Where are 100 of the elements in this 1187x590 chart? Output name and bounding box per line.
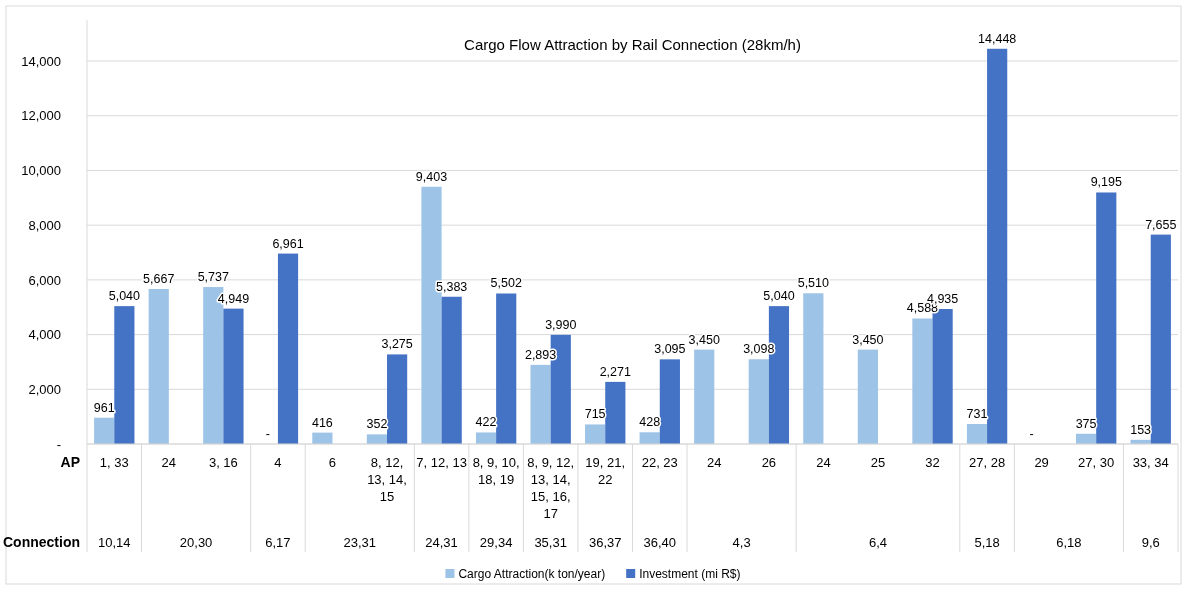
y-tick-label: 2,000 [28, 381, 61, 397]
bar [223, 308, 244, 444]
x-tick-label: 4 [274, 455, 282, 470]
bar [605, 381, 626, 444]
x-tick-label: 7, 12, 13 [416, 455, 467, 470]
bar [1096, 192, 1117, 444]
bar [912, 318, 933, 444]
text: 24,31 [425, 535, 458, 550]
bar [966, 424, 988, 444]
data-label: 5,737 [197, 270, 229, 285]
bar [639, 432, 660, 444]
x-tick-label: 19, 21, 22 [585, 455, 626, 487]
text: 29,34 [479, 535, 513, 550]
bar [441, 296, 462, 444]
y-tick-label: 4,000 [28, 327, 61, 343]
x-tick-label: 3, 16 [208, 455, 238, 470]
x-tick-label: 8, 12, 13, 14, 15 [367, 455, 407, 504]
x-tick-label: 33, 34 [1132, 455, 1169, 470]
data-label: 153 [1130, 422, 1152, 437]
text: AP [60, 454, 80, 470]
text: 6,17 [265, 535, 291, 550]
bar [530, 364, 551, 444]
x-tick-label: 26 [761, 455, 777, 470]
bar [475, 432, 497, 444]
y-tick-label: 8,000 [28, 217, 61, 233]
x-tick-label: 8, 9, 12, 13, 14, 15, 16, 17 [527, 455, 575, 521]
text: 6,18 [1056, 535, 1082, 550]
text: 36,37 [588, 535, 622, 550]
bar [148, 288, 169, 444]
data-label: 3,275 [381, 337, 413, 352]
data-label: 5,040 [763, 289, 795, 304]
text: 9,6 [1141, 535, 1160, 550]
x-tick-label: 27, 30 [1078, 455, 1115, 470]
data-label: 14,448 [978, 31, 1017, 46]
bar [659, 359, 680, 444]
legend-label: Investment (mi R$) [639, 567, 741, 581]
text: Cargo Flow Attraction by Rail Connection (28km/h) [464, 36, 801, 53]
text: 20,30 [179, 535, 213, 550]
bar [987, 48, 1008, 444]
data-label: - [1029, 427, 1034, 441]
data-label: 715 [584, 407, 606, 422]
data-label: 731 [966, 407, 988, 421]
data-label: 6,961 [272, 236, 304, 251]
data-label: 428 [639, 415, 661, 430]
bar [585, 424, 606, 444]
data-label: 961 [93, 400, 115, 415]
data-label: 416 [311, 415, 333, 430]
bar [94, 417, 115, 444]
data-label: 5,040 [108, 289, 141, 304]
data-label: 422 [475, 415, 497, 430]
data-label: 375 [1075, 416, 1097, 431]
data-label: 3,990 [545, 317, 577, 332]
x-tick-label: 24 [707, 455, 722, 470]
data-label: 9,403 [415, 169, 448, 184]
y-tick-label: - [56, 436, 61, 452]
data-label: 2,271 [599, 364, 631, 379]
bar [803, 293, 824, 444]
data-label: 352 [366, 417, 388, 432]
data-label: - [265, 427, 270, 441]
data-label: 3,450 [688, 332, 720, 347]
legend-label: Cargo Attraction(k ton/year) [458, 567, 606, 581]
text: 4,3 [732, 535, 751, 550]
data-label: 5,383 [436, 279, 468, 294]
x-tick-label: 27, 28 [969, 455, 1006, 470]
bar [496, 293, 517, 444]
text: 6,4 [868, 535, 888, 550]
bar [277, 253, 299, 444]
x-tick-label: 29 [1034, 455, 1049, 470]
x-tick-label: 22, 23 [641, 455, 678, 470]
data-label: 5,510 [797, 276, 830, 291]
bar [748, 359, 769, 444]
bar [366, 434, 388, 444]
x-tick-label: 32 [925, 455, 940, 470]
data-label: 5,667 [143, 271, 175, 286]
data-label: 3,095 [654, 342, 686, 357]
x-tick-label: 24 [161, 455, 177, 470]
data-label: 4,949 [217, 291, 250, 306]
text: 10,14 [98, 535, 131, 550]
y-tick-label: 14,000 [21, 53, 61, 69]
text: 36,40 [643, 535, 677, 550]
bar [694, 349, 715, 444]
data-label: 7,655 [1145, 217, 1177, 232]
bar [387, 354, 408, 444]
bar [857, 349, 878, 444]
data-label: 5,502 [490, 276, 522, 291]
x-tick-label: 1, 33 [99, 455, 129, 470]
text: Connection [3, 534, 80, 550]
bar [1150, 234, 1171, 444]
x-tick-label: 6 [328, 455, 337, 470]
data-label: 9,195 [1090, 175, 1122, 190]
x-tick-label: 24 [816, 455, 831, 470]
y-tick-label: 10,000 [21, 163, 61, 179]
y-tick-label: 6,000 [28, 272, 61, 288]
x-tick-label: 8, 9, 10, 18, 19 [472, 455, 520, 487]
x-tick-label: 25 [870, 455, 886, 470]
bar [114, 306, 135, 444]
text: 35,31 [534, 535, 567, 550]
y-tick-label: 12,000 [21, 108, 61, 124]
text: 23,31 [343, 535, 377, 550]
text: 5,18 [974, 535, 1000, 550]
